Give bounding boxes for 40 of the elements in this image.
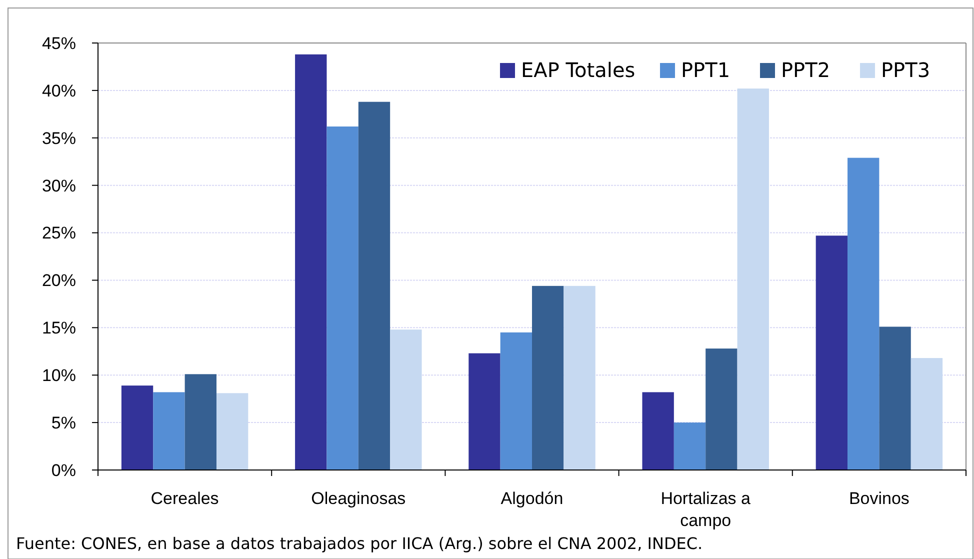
- bar: [642, 392, 674, 470]
- bar: [532, 286, 564, 470]
- bar: [184, 374, 216, 470]
- y-tick-label: 40%: [42, 81, 76, 100]
- bar: [121, 386, 154, 470]
- y-tick-label: 25%: [42, 224, 76, 243]
- y-tick-label: 5%: [51, 414, 76, 433]
- bar: [390, 330, 422, 470]
- bar: [816, 236, 848, 470]
- bar: [564, 286, 596, 470]
- y-tick-label: 15%: [42, 318, 76, 338]
- bar: [216, 393, 248, 470]
- bar: [295, 54, 327, 470]
- bar: [706, 348, 738, 470]
- y-tick-label: 0%: [51, 460, 76, 480]
- y-tick-label: 45%: [42, 34, 76, 53]
- bar: [737, 88, 769, 470]
- source-note: Fuente: CONES, en base a datos trabajados por IICA (Arg.) sobre el CNA 2002, INDEC.: [16, 534, 703, 553]
- bar: [358, 102, 390, 470]
- legend-label: EAP Totales: [521, 58, 636, 82]
- bar: [910, 358, 943, 470]
- y-tick-label: 35%: [42, 128, 76, 148]
- y-tick-label: 20%: [42, 271, 76, 290]
- x-tick-label: Bovinos: [848, 489, 910, 508]
- legend-label: PPT3: [881, 58, 930, 82]
- x-tick-label: Oleaginosas: [311, 489, 406, 508]
- y-tick-label: 10%: [42, 366, 76, 386]
- x-tick-label: Algodón: [500, 489, 564, 508]
- y-tick-label: 30%: [42, 176, 76, 196]
- x-tick-label: Hortalizas a campo: [660, 489, 752, 530]
- legend-label: PPT1: [681, 58, 730, 82]
- x-tick-label: Cereales: [150, 489, 219, 508]
- bar: [326, 126, 358, 470]
- bar: [468, 353, 500, 470]
- legend-label: PPT2: [781, 58, 830, 82]
- bar: [500, 332, 532, 470]
- bar: [674, 422, 706, 470]
- bar: [153, 392, 185, 470]
- bar: [848, 158, 880, 470]
- bar: [879, 326, 911, 470]
